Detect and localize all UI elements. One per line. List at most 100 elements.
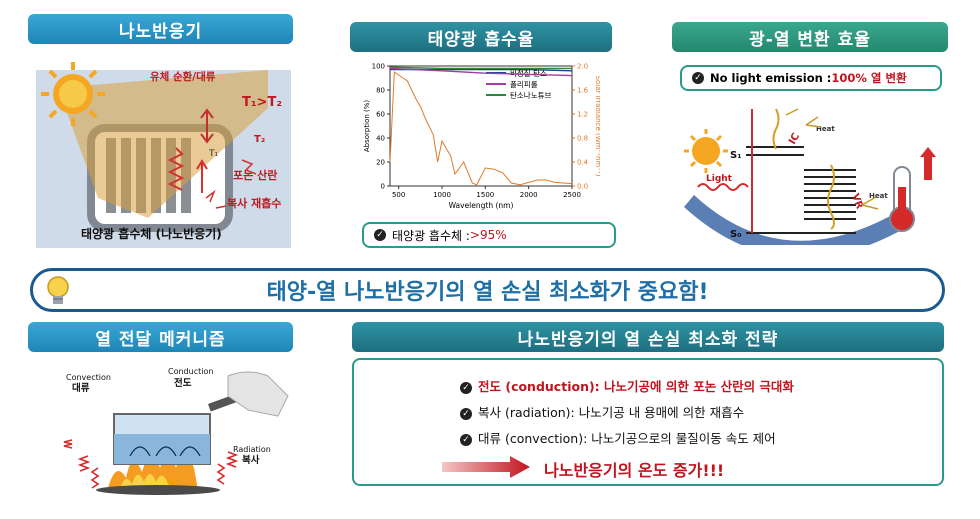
reactor-diagram: 유체 순환/대류 T₁>T₂ T₁ T₂ 포논 산란 복사 재흡수 태양광 흡수…	[36, 62, 291, 248]
x-tick-label: 500	[392, 191, 405, 199]
y-tick-label: 20	[376, 159, 385, 167]
series-line	[389, 67, 573, 77]
strategy-title: 나노반응기의 열 손실 최소화 전략	[517, 329, 779, 350]
lightbulb-icon	[47, 276, 69, 304]
hand	[227, 371, 289, 417]
y-tick-label: 0	[381, 183, 385, 191]
thermometer-icon	[889, 147, 936, 232]
y-tick-label: 40	[376, 135, 385, 143]
conversion-title: 광-열 변환 효율	[749, 29, 871, 50]
reactor-header: 나노반응기	[28, 14, 293, 44]
sunlight-beam	[58, 70, 268, 218]
strategy-result: 나노반응기의 온도 증가!!!	[544, 461, 725, 480]
heat-rays	[785, 108, 879, 210]
strategy-item-convection: ✓ 대류 (convection): 나노기공으로의 물질이동 속도 제어	[460, 428, 776, 447]
phonon-label: 포논 산란	[233, 168, 277, 182]
strategy-item-text: 복사 (radiation): 나노기공 내 용매에 의한 재흡수	[478, 405, 745, 420]
strategy-item-text: 전도 (conduction): 나노기공에 의한 포논 산란의 극대화	[478, 379, 794, 394]
reactor-caption: 태양광 흡수체 (나노반응기)	[81, 226, 222, 241]
legend-label: 비정질 탄소	[510, 68, 547, 78]
t2-label: T₂	[254, 134, 265, 145]
legend-label: 탄소나노튜브	[510, 90, 551, 100]
convection-ko-label: 대류	[72, 382, 90, 394]
conduction-en-label: Conduction	[168, 367, 213, 376]
convection-arrows	[129, 446, 201, 457]
y2-tick-label: 1.2	[577, 111, 588, 119]
radiation-waves	[63, 439, 239, 489]
y-tick-label: 100	[372, 63, 385, 71]
ic-label: IC	[787, 131, 802, 146]
absorption-header: 태양광 흡수율	[350, 22, 612, 52]
vr-label: VR	[849, 192, 865, 211]
series-line	[389, 71, 573, 186]
legend-label: 폴리피롤	[510, 80, 538, 89]
x-tick-label: 1000	[433, 191, 451, 199]
result-arrow-icon	[442, 456, 530, 478]
light-wave	[697, 183, 749, 191]
ic-wave	[772, 108, 780, 150]
mechanism-panel: Convection 대류 Conduction 전도 Radiation 복사	[28, 356, 293, 496]
conversion-note-prefix: No light emission :	[710, 71, 832, 85]
s0-label: S₀	[730, 229, 742, 240]
jablonski-diagram: Light S₁ S₀ IC VR Heat Heat	[684, 108, 936, 258]
temperature-arrow-icon	[196, 159, 208, 193]
chart-svg: 500 1000 1500 2000 2500 0 20 40 60 80 100 0.0 0.4 0.8…	[363, 63, 602, 211]
s1-label: S₁	[730, 150, 742, 161]
t1-label: T₁	[208, 149, 218, 159]
absorption-summary-box: ✓ 태양광 흡수체 : >95%	[362, 222, 616, 248]
check-icon: ✓	[460, 407, 472, 420]
y2-tick-label: 0.0	[577, 183, 588, 191]
strategy-item-conduction: ✓ 전도 (conduction): 나노기공에 의한 포논 산란의 극대화	[460, 376, 794, 395]
banner-text: 태양-열 나노반응기의 열 손실 최소화가 중요함!	[266, 280, 709, 305]
conversion-diagram: Light S₁ S₀ IC VR Heat Heat	[676, 95, 946, 258]
heat-label-1: Heat	[816, 125, 835, 133]
absorption-chart: 500 1000 1500 2000 2500 0 20 40 60 80 100 0.0 0.4 0.8…	[360, 58, 602, 218]
x-tick-label: 2000	[520, 191, 538, 199]
scatter-arrows-icon	[205, 159, 257, 209]
heat-transfer-diagram: Convection 대류 Conduction 전도 Radiation 복사	[63, 367, 289, 495]
flow-double-arrow-icon	[200, 108, 214, 144]
y-tick-label: 80	[376, 87, 385, 95]
convection-en-label: Convection	[66, 373, 111, 382]
absorption-summary-label: 태양광 흡수체 :	[392, 228, 470, 243]
absorption-summary-value: >95%	[469, 228, 507, 242]
check-icon: ✓	[460, 433, 472, 446]
series-line	[389, 66, 572, 70]
y-tick-label: 60	[376, 111, 385, 119]
conversion-header: 광-열 변환 효율	[672, 22, 948, 52]
conversion-note-value: 100% 열 변환	[831, 71, 907, 85]
y2-tick-label: 0.4	[577, 159, 589, 167]
conduction-ko-label: 전도	[174, 377, 192, 389]
check-icon: ✓	[374, 229, 386, 241]
vr-wave	[827, 164, 835, 230]
strategy-item-text: 대류 (convection): 나노기공으로의 물질이동 속도 제어	[478, 431, 776, 446]
mechanism-title: 열 전달 메커니즘	[95, 329, 226, 350]
x-tick-label: 1500	[476, 191, 494, 199]
sun-icon	[684, 129, 728, 173]
check-icon: ✓	[460, 381, 472, 394]
sun-icon	[41, 62, 105, 126]
absorption-title: 태양광 흡수율	[427, 29, 535, 50]
light-label: Light	[706, 174, 733, 184]
y-axis-label: Absorption (%)	[363, 100, 371, 152]
y2-tick-label: 0.8	[577, 135, 588, 143]
key-message-banner: 태양-열 나노반응기의 열 손실 최소화가 중요함!	[30, 268, 945, 312]
radiation-ko-label: 복사	[242, 454, 260, 466]
check-icon: ✓	[692, 72, 704, 84]
energy-levels	[746, 146, 856, 234]
strategy-header: 나노반응기의 열 손실 최소화 전략	[352, 322, 944, 352]
grill-base	[96, 485, 220, 495]
x-tick-label: 2500	[563, 191, 581, 199]
y2-tick-label: 2.0	[577, 63, 588, 71]
conversion-note-box: ✓ No light emission : 100% 열 변환	[680, 65, 942, 91]
t1-gt-t2-label: T₁>T₂	[242, 95, 282, 110]
strategy-item-radiation: ✓ 복사 (radiation): 나노기공 내 용매에 의한 재흡수	[460, 402, 744, 421]
y2-tick-label: 1.6	[577, 87, 589, 95]
mechanism-header: 열 전달 메커니즘	[28, 322, 293, 352]
reactor-panel: 유체 순환/대류 T₁>T₂ T₁ T₂ 포논 산란 복사 재흡수 태양광 흡수…	[28, 48, 293, 250]
radiation-en-label: Radiation	[233, 445, 271, 454]
x-axis-label: Wavelength (nm)	[449, 201, 514, 210]
heat-label-2: Heat	[869, 192, 888, 200]
heat-coil	[167, 147, 185, 191]
y2-axis-label: Solar irradiance (Wm⁻²nm⁻¹)	[594, 76, 600, 177]
